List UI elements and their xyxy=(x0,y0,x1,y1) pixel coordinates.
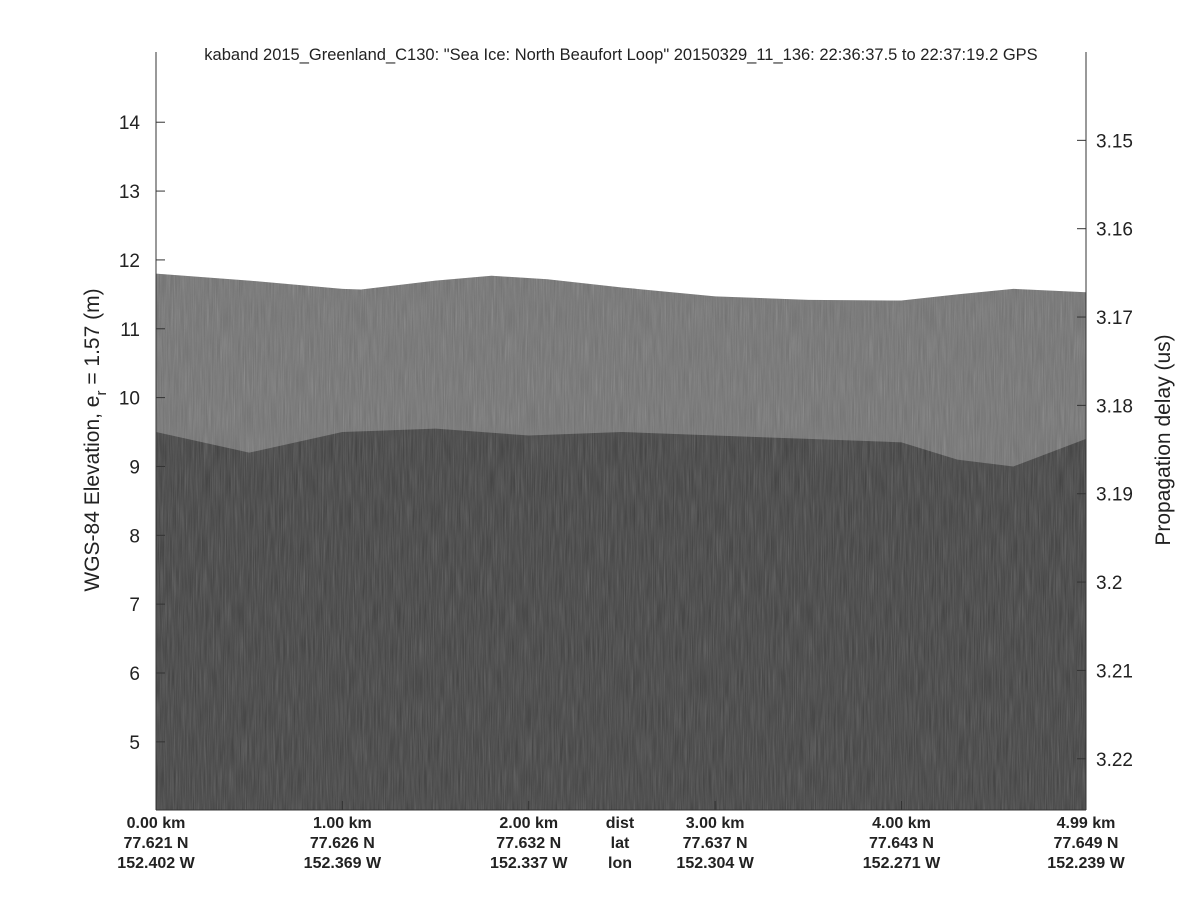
y-tick-label: 12 xyxy=(119,251,140,272)
lon-label: 152.402 W xyxy=(117,855,195,872)
echogram xyxy=(156,273,1086,810)
row-label: lat xyxy=(611,835,630,852)
y-tick-label: 8 xyxy=(129,526,140,547)
lat-label: 77.626 N xyxy=(310,835,375,852)
y2-axis-label: Propagation delay (us) xyxy=(1152,334,1175,545)
y-tick-label: 9 xyxy=(129,457,140,478)
x-tick-label: 2.00 km xyxy=(499,815,558,832)
y-tick-label: 14 xyxy=(119,113,141,134)
lat-label: 77.621 N xyxy=(124,835,189,852)
row-label: dist xyxy=(606,815,635,832)
y-label-part: = 1.57 (m) xyxy=(81,288,104,390)
y2-tick-label: 3.18 xyxy=(1096,396,1133,417)
x-tick-label: 0.00 km xyxy=(127,815,186,832)
noise-texture xyxy=(156,273,1086,810)
lon-label: 152.337 W xyxy=(490,855,568,872)
y-tick-label: 7 xyxy=(129,595,140,616)
x-tick-label: 1.00 km xyxy=(313,815,372,832)
lon-label: 152.369 W xyxy=(304,855,382,872)
row-label: lon xyxy=(608,855,632,872)
lat-label: 77.649 N xyxy=(1054,835,1119,852)
x-tick-label: 4.99 km xyxy=(1057,815,1116,832)
y-axis-label: WGS-84 Elevation, er = 1.57 (m) xyxy=(81,288,110,591)
y2-tick-label: 3.21 xyxy=(1096,661,1133,682)
y2-tick-label: 3.16 xyxy=(1096,220,1133,241)
lat-label: 77.637 N xyxy=(683,835,748,852)
x-tick-label: 4.00 km xyxy=(872,815,931,832)
chart-title: kaband 2015_Greenland_C130: "Sea Ice: No… xyxy=(204,46,1037,64)
lon-label: 152.304 W xyxy=(676,855,754,872)
y-tick-label: 13 xyxy=(119,182,140,203)
y2-tick-label: 3.2 xyxy=(1096,573,1122,594)
y2-tick-label: 3.17 xyxy=(1096,308,1133,329)
y-tick-label: 10 xyxy=(119,389,140,410)
lon-label: 152.239 W xyxy=(1047,855,1125,872)
y-tick-label: 5 xyxy=(129,733,140,754)
y-label-sub: r xyxy=(93,391,110,396)
lat-label: 77.643 N xyxy=(869,835,934,852)
y-tick-label: 11 xyxy=(120,320,140,341)
lat-label: 77.632 N xyxy=(496,835,561,852)
y2-tick-label: 3.22 xyxy=(1096,750,1133,771)
lon-label: 152.271 W xyxy=(863,855,941,872)
y2-tick-label: 3.19 xyxy=(1096,485,1133,506)
x-tick-label: 3.00 km xyxy=(686,815,745,832)
y2-tick-label: 3.15 xyxy=(1096,131,1133,152)
y-tick-label: 6 xyxy=(129,664,140,685)
y-label-part: WGS-84 Elevation, e xyxy=(81,396,104,592)
